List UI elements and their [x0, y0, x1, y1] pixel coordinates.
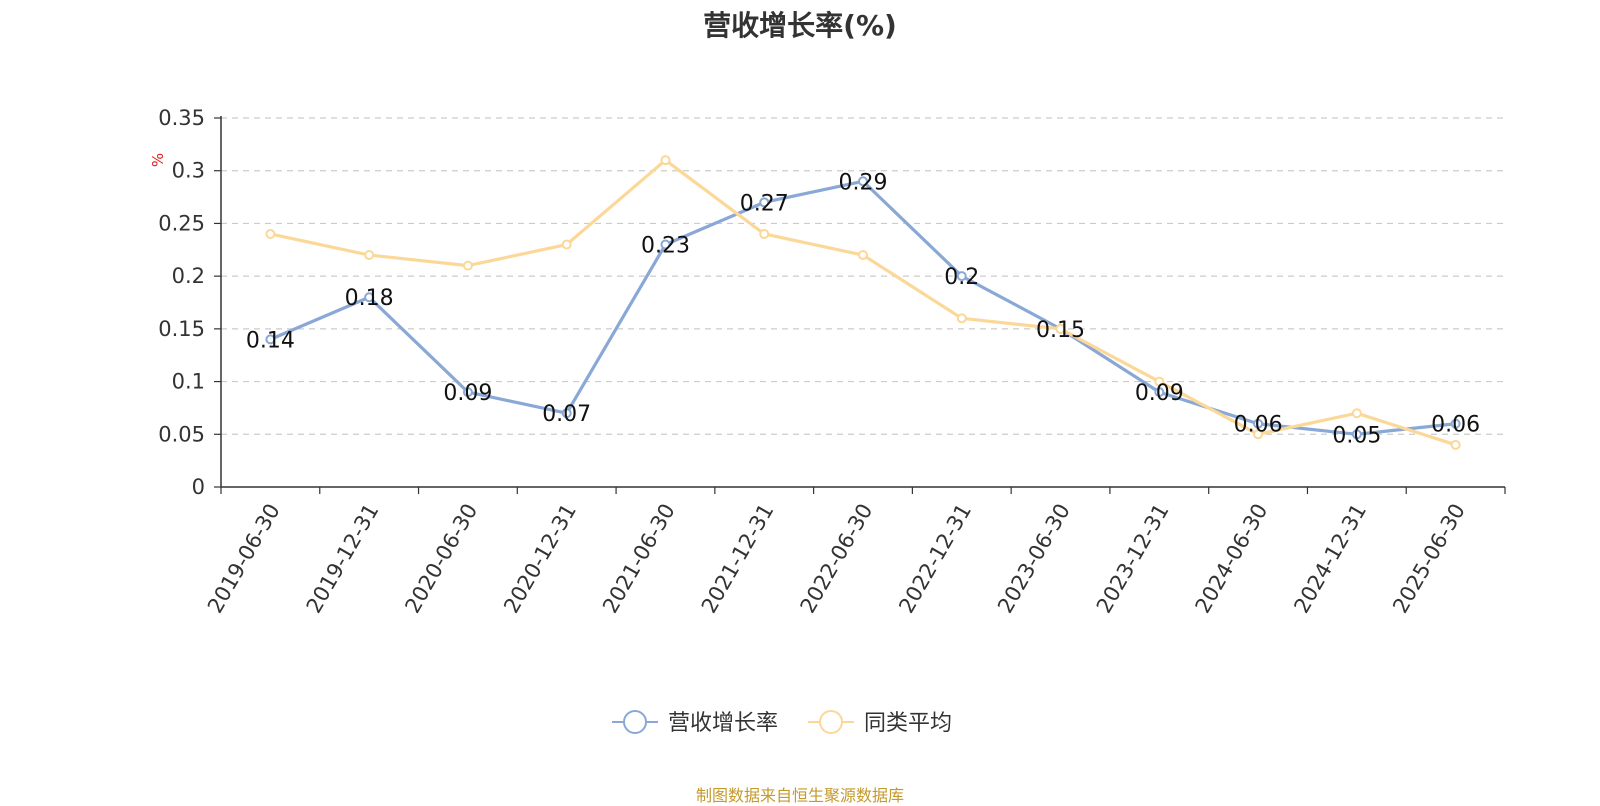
data-point: [462, 260, 473, 271]
data-point: [1154, 387, 1165, 398]
x-tick-label: 2023-12-31: [1092, 500, 1174, 618]
data-point: [759, 228, 770, 239]
data-label: 0.14: [246, 328, 295, 353]
y-tick-label: 0.05: [158, 422, 205, 446]
data-point: [1450, 439, 1461, 450]
data-point: [858, 250, 868, 261]
y-tick-label: 0.35: [158, 106, 205, 130]
data-point: [265, 228, 276, 239]
x-tick-label: 2024-12-31: [1289, 500, 1371, 618]
y-axis-label: %: [149, 153, 167, 167]
x-tick-label: 2021-12-31: [697, 500, 779, 618]
data-label: 0.09: [1135, 381, 1184, 406]
x-tick-label: 2019-12-31: [302, 500, 384, 618]
data-point: [1253, 429, 1264, 440]
x-tick-label: 2024-06-30: [1191, 500, 1273, 618]
data-label: 0.09: [443, 381, 492, 406]
chart-title: 营收增长率(%): [703, 9, 897, 42]
data-label: 0.18: [345, 286, 394, 311]
data-label: 0.15: [1036, 318, 1085, 343]
data-point: [858, 176, 868, 187]
data-label: 0.27: [740, 191, 789, 216]
x-tick-label: 2021-06-30: [598, 500, 680, 618]
data-point: [660, 239, 671, 250]
legend-label: 同类平均: [864, 711, 952, 736]
data-point: [1351, 408, 1362, 419]
data-point: [561, 239, 572, 250]
y-tick-label: 0.2: [172, 264, 205, 288]
data-label: 0.06: [1234, 413, 1283, 438]
data-point: [956, 271, 967, 282]
x-tick-label: 2025-06-30: [1388, 500, 1470, 618]
data-point: [1450, 418, 1461, 429]
data-point: [364, 292, 375, 303]
data-label: 0.2: [944, 265, 979, 290]
data-label: 0.23: [641, 234, 690, 259]
y-tick-label: 0: [192, 475, 205, 499]
data-point: [1154, 376, 1165, 387]
data-label: 0.29: [839, 170, 888, 195]
x-tick-label: 2023-06-30: [993, 500, 1075, 618]
x-tick-label: 2020-12-31: [499, 500, 581, 618]
data-point: [1351, 429, 1362, 440]
x-tick-label: 2019-06-30: [203, 500, 285, 618]
data-point: [462, 387, 473, 398]
x-tick-label: 2022-06-30: [796, 500, 878, 618]
data-point: [1055, 323, 1066, 334]
data-point: [561, 408, 572, 419]
data-label: 0.06: [1431, 413, 1480, 438]
data-point: [956, 313, 967, 324]
data-source-note: 制图数据来自恒生聚源数据库: [695, 786, 904, 805]
legend-marker: [623, 710, 647, 734]
data-point: [265, 334, 276, 345]
data-point: [364, 250, 375, 261]
legend-label: 营收增长率: [668, 711, 778, 736]
data-point: [660, 155, 671, 166]
x-tick-label: 2022-12-31: [894, 500, 976, 618]
data-point: [1253, 418, 1264, 429]
x-tick-label: 2020-06-30: [400, 500, 482, 618]
y-tick-label: 0.3: [172, 159, 205, 183]
y-tick-label: 0.25: [158, 211, 205, 235]
data-label: 0.07: [542, 402, 591, 427]
y-tick-label: 0.15: [158, 317, 205, 341]
legend-marker: [819, 710, 843, 734]
data-label: 0.05: [1332, 423, 1381, 448]
y-tick-label: 0.1: [172, 370, 205, 394]
data-point: [759, 197, 770, 208]
